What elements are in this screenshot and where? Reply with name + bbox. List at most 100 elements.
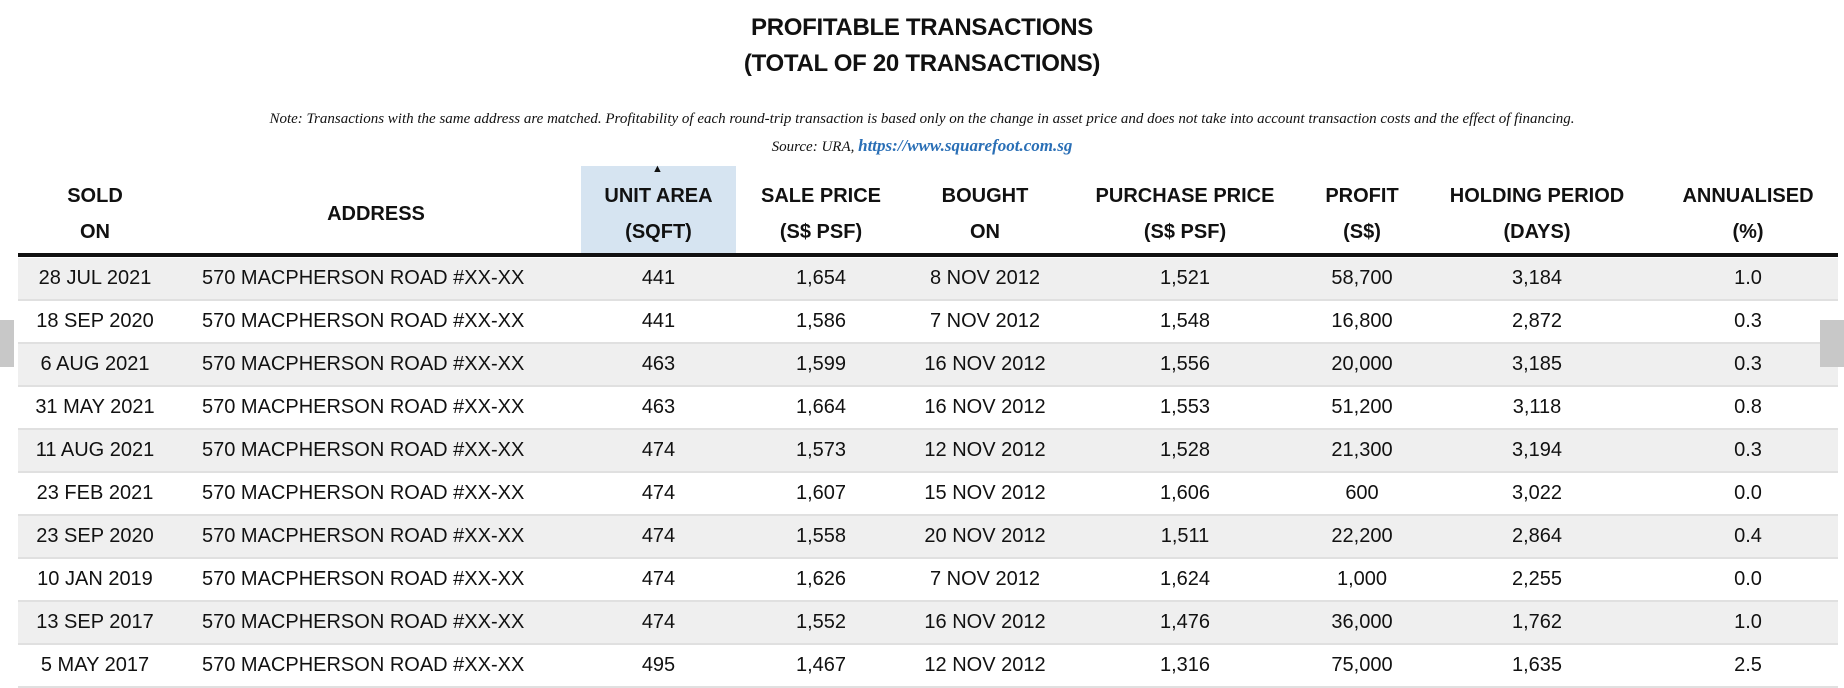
cell-address: 570 MACPHERSON ROAD #XX-XX [202, 525, 525, 547]
next-page-tab[interactable] [1820, 320, 1844, 367]
cell-sale-price: 1,599 [795, 353, 847, 375]
cell-bought-on: 15 NOV 2012 [924, 482, 1046, 504]
cell-holding-period: 1,762 [1511, 611, 1563, 633]
header-label: PROFIT [1325, 185, 1399, 207]
cell-bought-on: 16 NOV 2012 [924, 396, 1046, 418]
cell-address: 570 MACPHERSON ROAD #XX-XX [202, 310, 525, 332]
cell-holding-period: 2,872 [1511, 310, 1563, 332]
column-header-purchase-price[interactable]: PURCHASE PRICE (S$ PSF) [1085, 178, 1285, 250]
column-header-bought-on[interactable]: BOUGHT ON [900, 178, 1070, 250]
cell-annualised: 2.5 [1734, 654, 1762, 676]
cell-unit-area: 441 [641, 310, 676, 332]
cell-bought-on: 12 NOV 2012 [924, 439, 1046, 461]
header-label: SOLD [67, 185, 123, 207]
column-header-unit-area[interactable]: UNIT AREA (SQFT) [581, 178, 736, 250]
cell-annualised: 0.4 [1734, 525, 1762, 547]
cell-profit: 22,200 [1331, 525, 1393, 547]
cell-holding-period: 2,864 [1511, 525, 1563, 547]
column-header-holding-period[interactable]: HOLDING PERIOD (DAYS) [1437, 178, 1637, 250]
header-unit: ON [80, 221, 110, 243]
cell-unit-area: 463 [641, 353, 676, 375]
cell-purchase-price: 1,556 [1159, 353, 1211, 375]
cell-purchase-price: 1,511 [1160, 525, 1210, 547]
cell-bought-on: 8 NOV 2012 [929, 267, 1041, 289]
cell-address: 570 MACPHERSON ROAD #XX-XX [202, 482, 525, 504]
cell-holding-period: 3,194 [1511, 439, 1563, 461]
cell-sale-price: 1,586 [795, 310, 847, 332]
cell-purchase-price: 1,476 [1159, 611, 1211, 633]
cell-unit-area: 495 [641, 654, 676, 676]
cell-sale-price: 1,654 [795, 267, 847, 289]
column-header-sold-on[interactable]: SOLD ON [18, 178, 172, 250]
cell-annualised: 0.3 [1734, 439, 1762, 461]
cell-holding-period: 1,635 [1511, 654, 1563, 676]
cell-purchase-price: 1,548 [1159, 310, 1211, 332]
header-label: ANNUALISED [1682, 185, 1814, 207]
column-header-profit[interactable]: PROFIT (S$) [1307, 178, 1417, 250]
cell-annualised: 0.0 [1734, 568, 1762, 590]
cell-unit-area: 474 [641, 525, 676, 547]
column-header-sale-price[interactable]: SALE PRICE (S$ PSF) [756, 178, 886, 250]
header-label: BOUGHT [941, 185, 1029, 207]
cell-profit: 36,000 [1331, 611, 1393, 633]
cell-bought-on: 20 NOV 2012 [924, 525, 1046, 547]
cell-annualised: 1.0 [1734, 267, 1762, 289]
cell-bought-on: 16 NOV 2012 [924, 353, 1046, 375]
header-unit: (DAYS) [1503, 221, 1571, 243]
cell-purchase-price: 1,316 [1159, 654, 1211, 676]
header-unit: (S$) [1343, 221, 1381, 243]
header-label: HOLDING PERIOD [1449, 185, 1625, 207]
cell-sold-on: 23 FEB 2021 [36, 482, 154, 504]
cell-address: 570 MACPHERSON ROAD #XX-XX [202, 267, 525, 289]
cell-sold-on: 28 JUL 2021 [38, 267, 152, 289]
column-header-annualised[interactable]: ANNUALISED (%) [1668, 178, 1828, 250]
cell-profit: 75,000 [1331, 654, 1393, 676]
cell-purchase-price: 1,624 [1159, 568, 1211, 590]
header-unit: (SQFT) [625, 221, 692, 243]
header-divider [18, 253, 1838, 257]
previous-page-tab[interactable] [0, 320, 14, 367]
cell-sale-price: 1,607 [795, 482, 847, 504]
page-subtitle: (TOTAL OF 20 TRANSACTIONS) [743, 50, 1101, 77]
sort-ascending-icon[interactable]: ▲ [652, 163, 663, 175]
cell-unit-area: 474 [641, 482, 676, 504]
cell-sold-on: 23 SEP 2020 [36, 525, 154, 547]
table-row: 23 FEB 2021 570 MACPHERSON ROAD #XX-XX 474… [18, 473, 1838, 516]
cell-holding-period: 3,185 [1511, 353, 1563, 375]
cell-holding-period: 2,255 [1511, 568, 1563, 590]
table-row: 6 AUG 2021 570 MACPHERSON ROAD #XX-XX 463 1… [18, 344, 1838, 387]
cell-purchase-price: 1,528 [1159, 439, 1211, 461]
cell-profit: 21,300 [1331, 439, 1393, 461]
header-unit: (S$ PSF) [779, 221, 863, 243]
cell-unit-area: 474 [641, 611, 676, 633]
cell-profit: 51,200 [1331, 396, 1393, 418]
source-prefix: Source: URA, [771, 139, 859, 155]
cell-sale-price: 1,467 [795, 654, 847, 676]
cell-unit-area: 474 [641, 568, 676, 590]
cell-sale-price: 1,558 [795, 525, 847, 547]
cell-sale-price: 1,552 [795, 611, 847, 633]
table-row: 31 MAY 2021 570 MACPHERSON ROAD #XX-XX 463… [18, 387, 1838, 430]
cell-annualised: 1.0 [1734, 611, 1762, 633]
cell-profit: 1,000 [1336, 568, 1388, 590]
header-unit: ON [970, 221, 1000, 243]
cell-bought-on: 12 NOV 2012 [924, 654, 1046, 676]
cell-sold-on: 31 MAY 2021 [35, 396, 155, 418]
header-unit: (%) [1732, 221, 1764, 243]
cell-profit: 600 [1345, 482, 1379, 504]
source-line: Source: URA, https://www.squarefoot.com.… [0, 136, 1844, 156]
cell-sold-on: 18 SEP 2020 [36, 310, 154, 332]
cell-profit: 20,000 [1331, 353, 1393, 375]
table-row: 10 JAN 2019 570 MACPHERSON ROAD #XX-XX 474… [18, 559, 1838, 602]
cell-purchase-price: 1,606 [1159, 482, 1211, 504]
transactions-table-body: 28 JUL 2021 570 MACPHERSON ROAD #XX-XX 441… [18, 258, 1838, 688]
source-link[interactable]: https://www.squarefoot.com.sg [858, 136, 1073, 155]
page-title: PROFITABLE TRANSACTIONS [751, 14, 1093, 41]
header-label: UNIT AREA [604, 185, 713, 207]
table-row: 13 SEP 2017 570 MACPHERSON ROAD #XX-XX 474… [18, 602, 1838, 645]
sorted-column-highlight [581, 166, 736, 253]
column-header-address[interactable]: ADDRESS [196, 178, 556, 250]
cell-sale-price: 1,573 [795, 439, 847, 461]
note-text: Note: Transactions with the same address… [269, 111, 1575, 127]
header-label: SALE PRICE [760, 185, 882, 207]
